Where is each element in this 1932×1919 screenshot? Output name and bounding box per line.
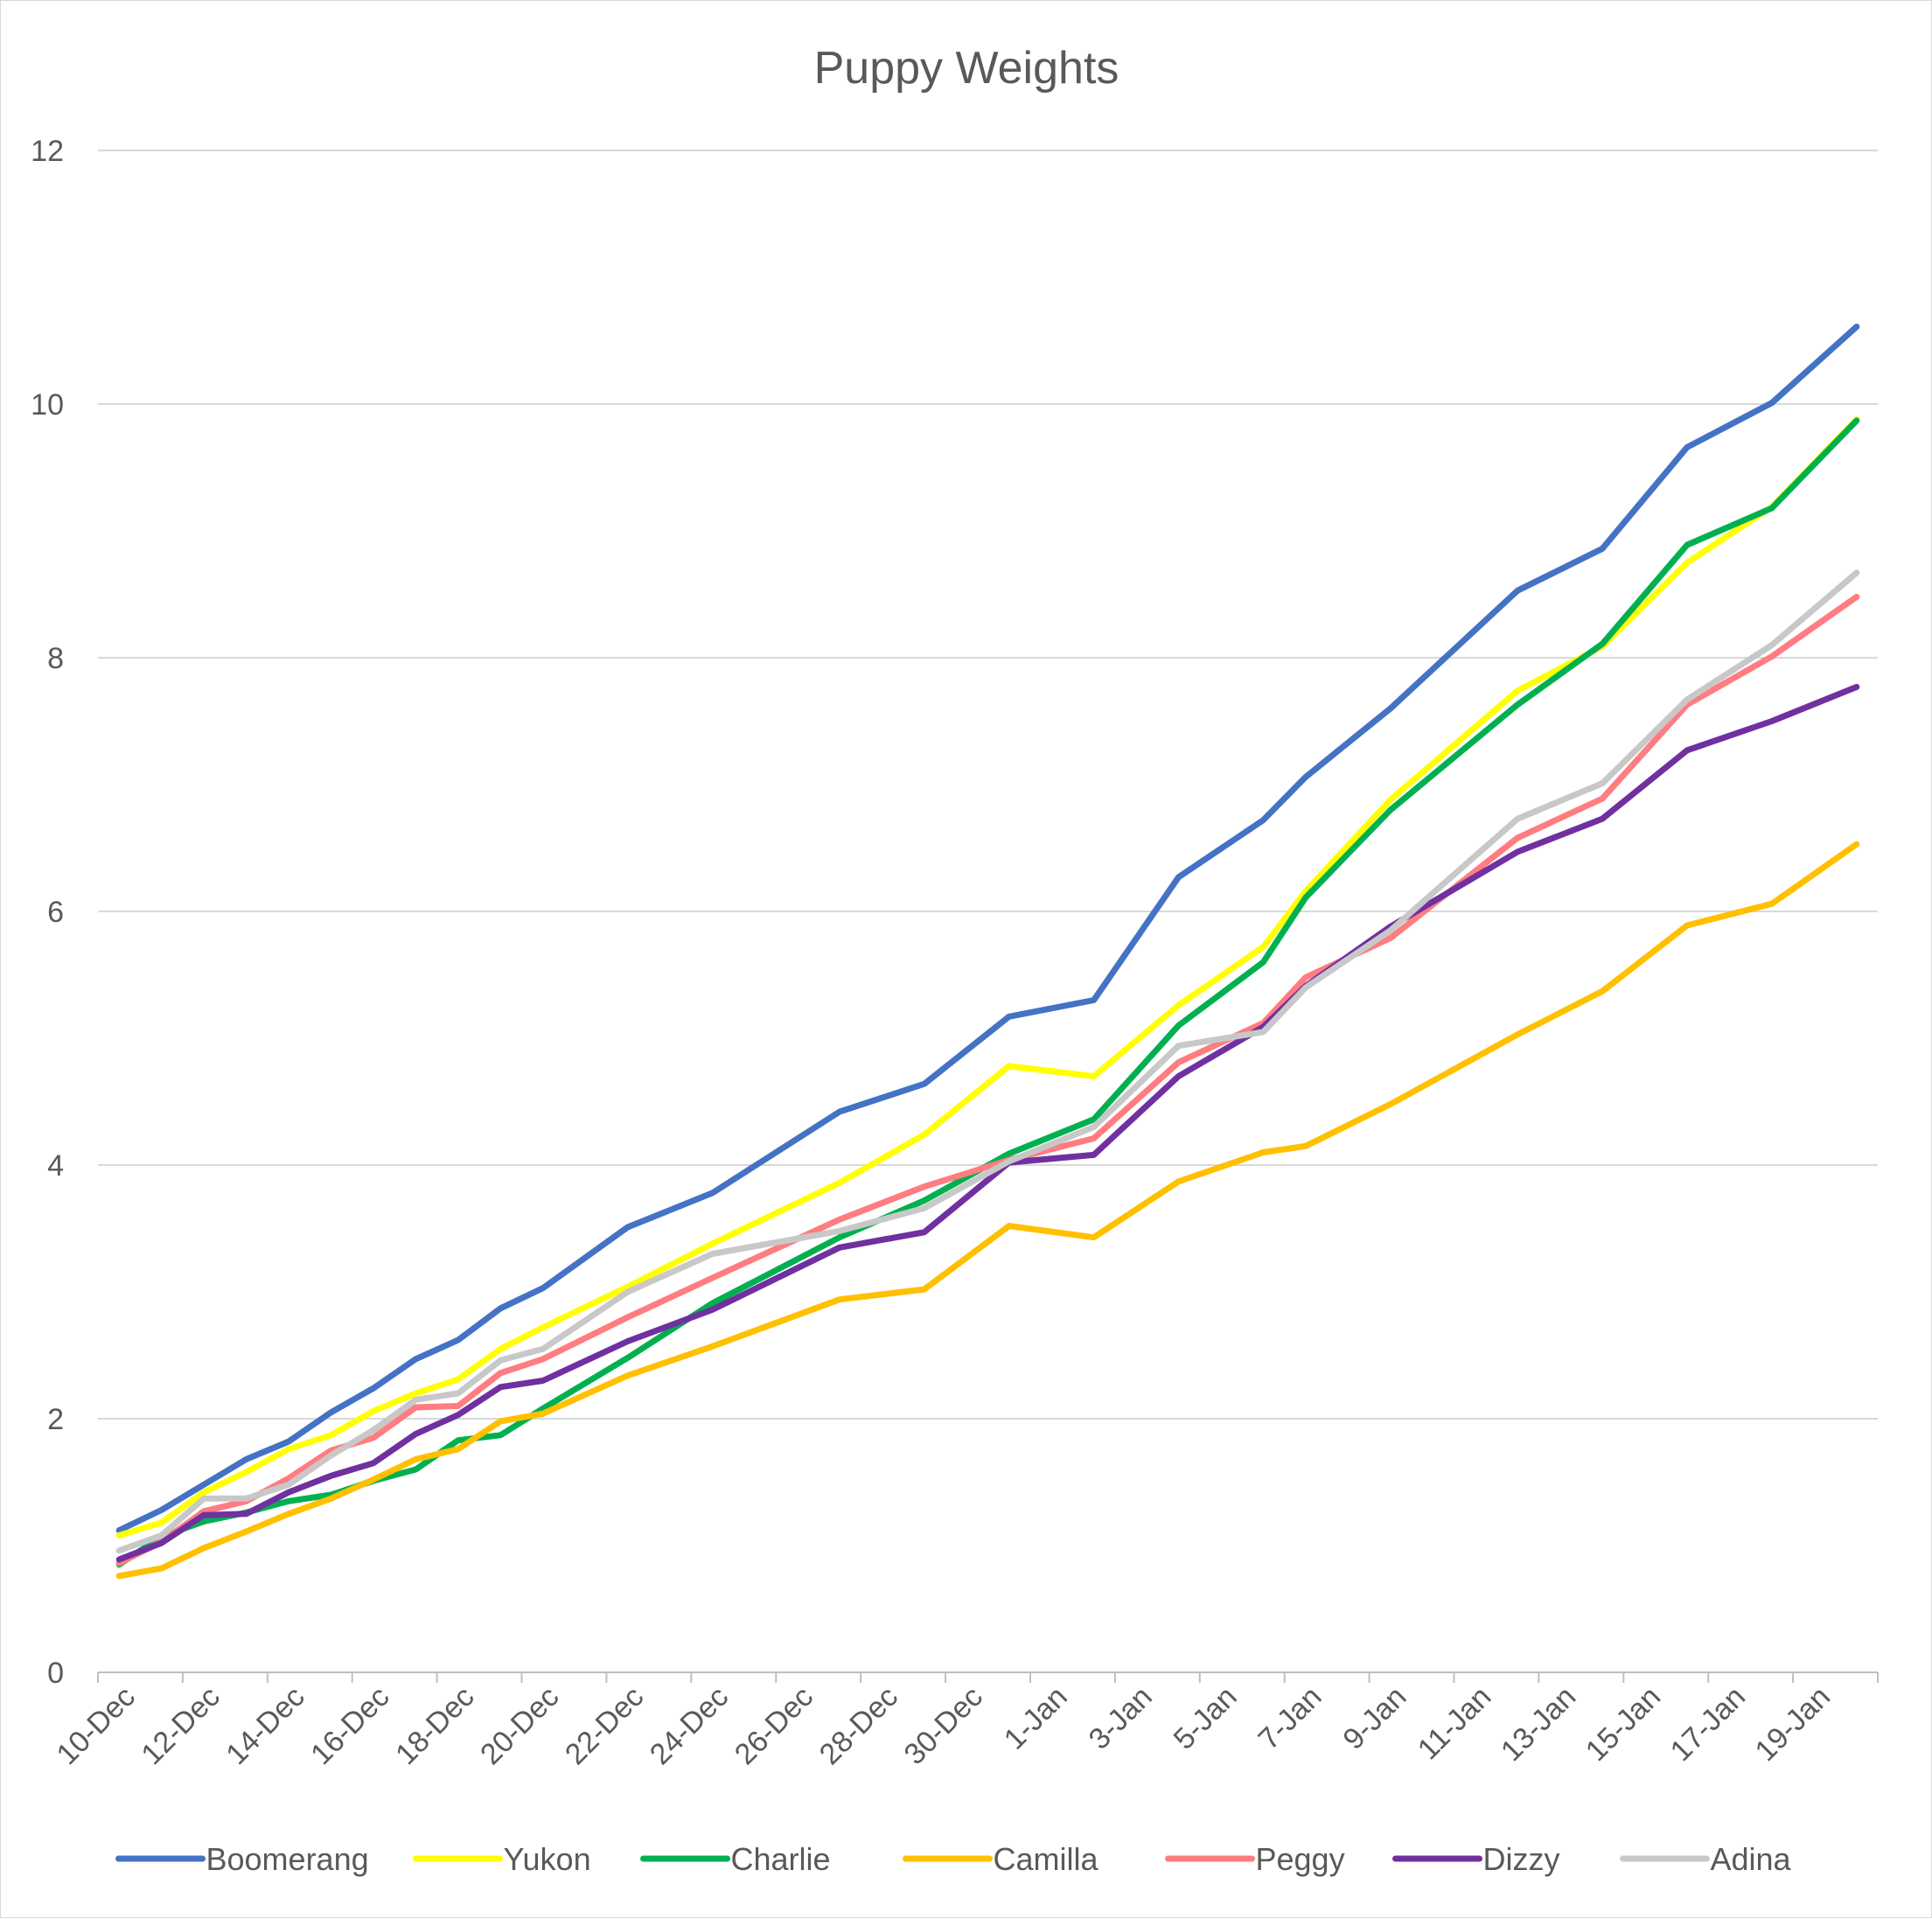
y-tick-label: 10 [31,388,64,422]
y-tick-label: 12 [31,135,64,168]
series-line-yukon [115,415,1860,1539]
series-line-dizzy [115,683,1860,1563]
x-tick-label: 15-Jan [1580,1680,1667,1768]
legend: Boomerang Yukon Charlie Camilla Peggy Dizzy Ad… [115,1841,1792,1877]
axes: 02468101210-Dec12-Dec14-Dec16-Dec18-Dec2… [31,135,1879,1771]
x-tick-label: 11-Jan [1412,1680,1498,1767]
x-tick-label: 17-Jan [1664,1680,1752,1768]
x-tick-label: 16-Dec [304,1680,395,1771]
x-tick-label: 12-Dec [135,1680,226,1771]
y-tick-label: 4 [47,1149,64,1183]
x-tick-label: 20-Dec [474,1680,565,1771]
x-tick-label: 1-Jan [998,1680,1074,1756]
legend-label-yukon: Yukon [504,1841,591,1877]
x-tick-label: 14-Dec [220,1680,310,1771]
series-line-boomerang [115,324,1860,1534]
y-tick-label: 0 [47,1657,64,1690]
x-tick-label: 13-Jan [1495,1680,1582,1768]
x-tick-label: 19-Jan [1749,1680,1837,1768]
series-line-camilla [115,841,1860,1580]
y-tick-label: 6 [47,896,64,929]
series-line-peggy [115,593,1860,1567]
legend-label-charlie: Charlie [731,1841,831,1877]
chart-title: Puppy Weights [814,43,1119,94]
x-tick-label: 5-Jan [1168,1680,1244,1756]
x-tick-label: 22-Dec [559,1680,650,1771]
series-line-charlie [115,417,1860,1568]
legend-label-peggy: Peggy [1256,1841,1345,1877]
series-line-adina [115,569,1860,1554]
x-tick-label: 30-Dec [898,1680,989,1771]
x-tick-label: 26-Dec [729,1680,820,1771]
x-tick-label: 3-Jan [1083,1680,1159,1756]
x-tick-label: 9-Jan [1336,1680,1412,1756]
legend-label-camilla: Camilla [994,1841,1099,1877]
series-lines [115,324,1860,1580]
x-tick-label: 10-Dec [51,1680,142,1771]
y-tick-label: 2 [47,1403,64,1436]
legend-label-dizzy: Dizzy [1483,1841,1560,1877]
x-tick-label: 24-Dec [644,1680,735,1771]
gridlines [98,150,1878,1420]
legend-label-boomerang: Boomerang [206,1841,369,1877]
x-tick-label: 18-Dec [389,1680,480,1771]
x-tick-label: 7-Jan [1252,1680,1329,1756]
legend-label-adina: Adina [1711,1841,1792,1877]
y-tick-label: 8 [47,642,64,675]
x-tick-label: 28-Dec [813,1680,904,1771]
